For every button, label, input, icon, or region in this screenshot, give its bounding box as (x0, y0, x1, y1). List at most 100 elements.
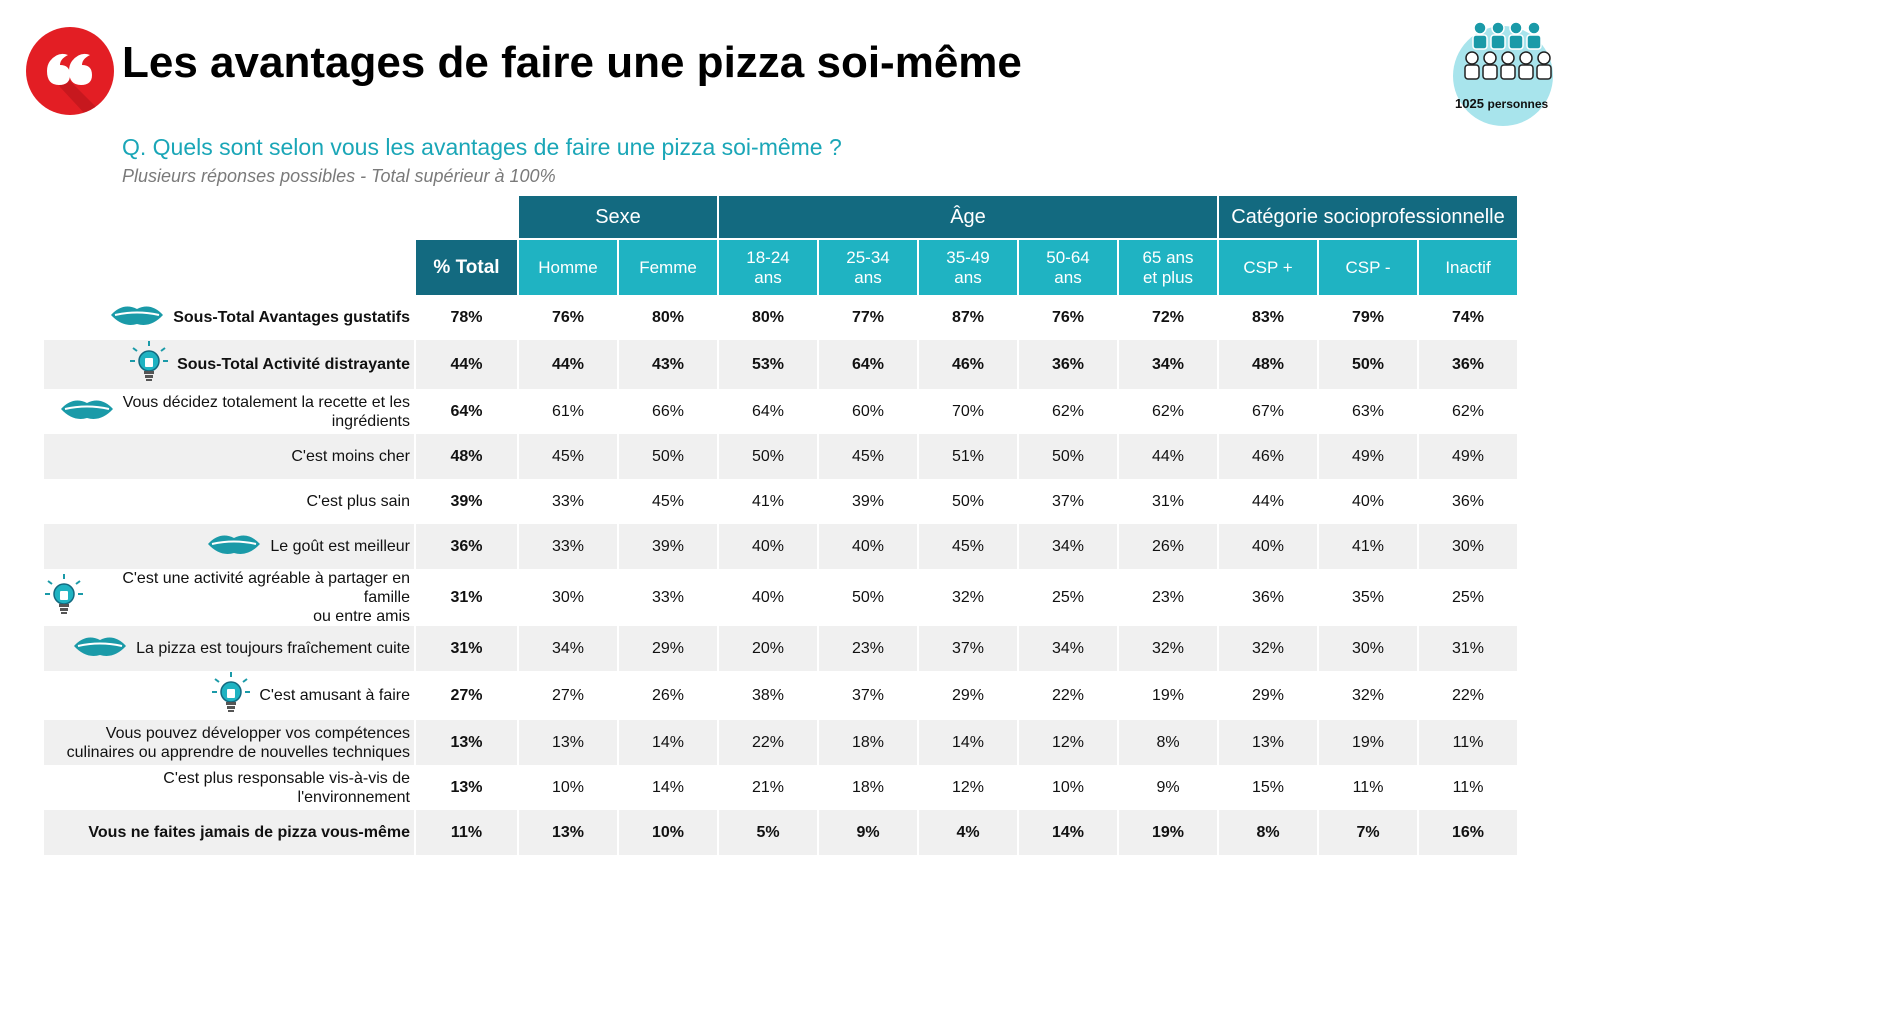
table-row: La pizza est toujours fraîchement cuite 3… (44, 626, 1517, 671)
row-label-line: Vous décidez totalement la recette et le… (122, 393, 410, 411)
people-icon (1464, 21, 1552, 80)
table-row: C'est amusant à faire 27% 27% 26% 38% 37% 29% 2… (44, 671, 1517, 720)
row-label-line: Le goût est meilleur (270, 538, 410, 555)
lightbulb-icon (211, 671, 251, 720)
value-cell: 9% (1156, 778, 1180, 796)
table-row: C'est plus responsable vis-à-vis de l'env… (44, 765, 1517, 810)
row-label: La pizza est toujours fraîchement cuite (44, 626, 414, 671)
row-label: Sous-Total Activité distrayante (44, 340, 414, 389)
value-cell: 35% (1351, 588, 1385, 606)
lips-icon (59, 396, 115, 427)
value-cell: 19% (1319, 720, 1417, 765)
row-label: Le goût est meilleur (44, 524, 414, 569)
value-cell: 44% (1119, 434, 1217, 479)
value-cell: 49% (1319, 434, 1417, 479)
total-cell: 48% (416, 434, 517, 479)
value-cell: 8% (1119, 720, 1217, 765)
value-cell: 48% (1219, 340, 1317, 389)
total-cell: 27% (450, 686, 483, 704)
value-cell: 12% (1019, 720, 1117, 765)
value-cell: 49% (1419, 434, 1517, 479)
value-cell: 22% (1451, 686, 1485, 704)
lightbulb-icon (129, 340, 169, 389)
value-cell: 62% (1451, 402, 1485, 420)
value-cell: 14% (619, 720, 717, 765)
value-cell: 18% (819, 720, 917, 765)
table-row: Sous-Total Activité distrayante 44% 44% 43%… (44, 340, 1517, 389)
value-cell: 33% (519, 524, 617, 569)
column-header: CSP - (1319, 238, 1417, 295)
value-cell: 10% (551, 778, 585, 796)
value-cell: 11% (1419, 720, 1517, 765)
value-cell: 79% (1351, 308, 1385, 326)
column-header: 50-64 ans (1019, 238, 1117, 295)
column-header: 35-49 ans (919, 238, 1017, 295)
value-cell: 34% (1019, 626, 1117, 671)
value-cell: 26% (651, 686, 685, 704)
total-cell: 31% (450, 588, 483, 606)
table-row: Sous-Total Avantages gustatifs 78% 76% 80% 8… (44, 295, 1517, 340)
row-label-line: ou entre amis (313, 608, 410, 625)
value-cell: 21% (751, 778, 785, 796)
value-cell: 22% (1051, 686, 1085, 704)
value-cell: 39% (619, 524, 717, 569)
value-cell: 25% (1051, 588, 1085, 606)
value-cell: 87% (951, 308, 985, 326)
value-cell: 14% (919, 720, 1017, 765)
column-header-line: ans (754, 267, 782, 287)
value-cell: 80% (651, 308, 685, 326)
total-cell: 13% (450, 778, 483, 796)
column-header-total: % Total (416, 238, 517, 295)
value-cell: 33% (551, 492, 585, 510)
value-cell: 64% (751, 402, 785, 420)
table-row: Vous ne faites jamais de pizza vous-même… (44, 810, 1517, 855)
value-cell: 40% (1351, 492, 1385, 510)
value-cell: 32% (1219, 626, 1317, 671)
value-cell: 40% (719, 524, 817, 569)
value-cell: 37% (1051, 492, 1085, 510)
value-cell: 45% (651, 492, 685, 510)
value-cell: 15% (1251, 778, 1285, 796)
value-cell: 46% (1219, 434, 1317, 479)
row-label-line: Sous-Total Avantages gustatifs (173, 309, 410, 326)
quote-badge (26, 27, 114, 115)
total-cell: 44% (416, 340, 517, 389)
value-cell: 40% (819, 524, 917, 569)
value-cell: 18% (851, 778, 885, 796)
row-label: C'est amusant à faire (44, 671, 414, 720)
value-cell: 41% (751, 492, 785, 510)
value-cell: 19% (1119, 810, 1217, 855)
sample-size-badge: 1025 personnes (1450, 16, 1565, 128)
table-row: Le goût est meilleur 36% 33% 39% 40% 40% 45% 34… (44, 524, 1517, 569)
value-cell: 33% (651, 588, 685, 606)
sample-count-number: 1025 (1455, 96, 1484, 111)
value-cell: 30% (551, 588, 585, 606)
value-cell: 10% (619, 810, 717, 855)
column-header: Inactif (1419, 238, 1517, 295)
value-cell: 34% (1019, 524, 1117, 569)
value-cell: 20% (719, 626, 817, 671)
value-cell: 16% (1419, 810, 1517, 855)
value-cell: 44% (1251, 492, 1285, 510)
row-label-line: culinaires ou apprendre de nouvelles tec… (66, 743, 410, 761)
group-sexe: Sexe (519, 196, 717, 238)
value-cell: 45% (919, 524, 1017, 569)
row-label-line: C'est plus sain (306, 493, 410, 510)
value-cell: 76% (1051, 308, 1085, 326)
row-label-line: Vous ne faites jamais de pizza vous-même (88, 824, 410, 841)
column-header-line: Homme (538, 257, 598, 277)
row-label-line: C'est une activité agréable à partager e… (122, 570, 410, 606)
value-cell: 83% (1251, 308, 1285, 326)
value-cell: 23% (1151, 588, 1185, 606)
column-header-line: et plus (1142, 267, 1194, 287)
group-csp: Catégorie socioprofessionnelle (1219, 196, 1517, 238)
value-cell: 34% (1119, 340, 1217, 389)
row-label-line: l'environnement (297, 788, 410, 806)
value-cell: 32% (951, 588, 985, 606)
value-cell: 37% (851, 686, 885, 704)
page-title: Les avantages de faire une pizza soi-mêm… (122, 38, 1022, 87)
column-header: CSP + (1219, 238, 1317, 295)
value-cell: 74% (1451, 308, 1485, 326)
lips-icon (206, 531, 262, 562)
value-cell: 32% (1119, 626, 1217, 671)
